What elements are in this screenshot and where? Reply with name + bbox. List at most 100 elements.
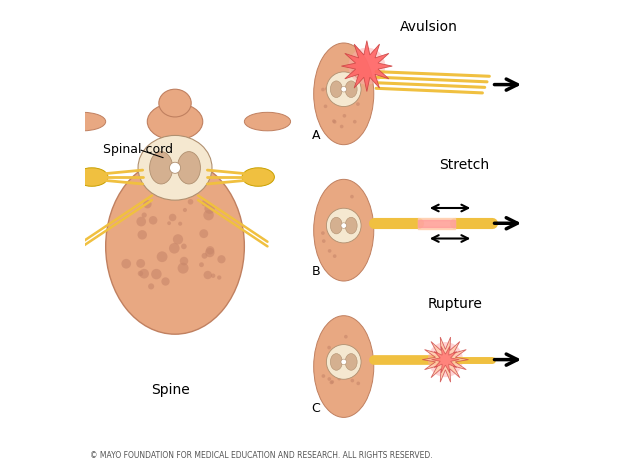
Circle shape: [341, 86, 346, 92]
Text: Stretch: Stretch: [439, 159, 489, 173]
Circle shape: [428, 342, 463, 377]
Circle shape: [179, 257, 188, 266]
Text: C: C: [312, 402, 320, 415]
Text: B: B: [312, 266, 320, 278]
Circle shape: [151, 269, 162, 279]
Circle shape: [199, 262, 204, 267]
Text: A: A: [312, 129, 320, 142]
Ellipse shape: [331, 81, 343, 98]
Circle shape: [204, 271, 212, 279]
Circle shape: [337, 377, 341, 380]
Circle shape: [356, 102, 360, 106]
Polygon shape: [422, 337, 468, 382]
Circle shape: [138, 230, 147, 239]
Circle shape: [333, 254, 336, 258]
Circle shape: [329, 381, 333, 384]
Ellipse shape: [159, 89, 191, 117]
Circle shape: [181, 244, 186, 249]
Text: Spine: Spine: [151, 383, 190, 397]
Ellipse shape: [138, 135, 212, 200]
Circle shape: [142, 213, 147, 218]
Ellipse shape: [326, 72, 361, 106]
Circle shape: [217, 275, 221, 279]
Ellipse shape: [59, 113, 106, 131]
Circle shape: [321, 88, 325, 92]
Ellipse shape: [245, 113, 291, 131]
Circle shape: [353, 120, 356, 124]
Circle shape: [349, 217, 353, 221]
Ellipse shape: [331, 353, 343, 370]
Circle shape: [343, 225, 346, 229]
Ellipse shape: [326, 345, 361, 379]
Circle shape: [202, 200, 208, 206]
Circle shape: [217, 255, 226, 263]
Circle shape: [325, 87, 329, 91]
Circle shape: [332, 119, 336, 123]
Polygon shape: [432, 346, 459, 373]
Ellipse shape: [313, 179, 374, 281]
Circle shape: [167, 221, 171, 225]
Circle shape: [121, 259, 131, 269]
Circle shape: [206, 246, 214, 254]
Circle shape: [337, 372, 341, 376]
Text: © MAYO FOUNDATION FOR MEDICAL EDUCATION AND RESEARCH. ALL RIGHTS RESERVED.: © MAYO FOUNDATION FOR MEDICAL EDUCATION …: [90, 451, 432, 460]
Circle shape: [169, 214, 176, 221]
Circle shape: [173, 234, 183, 245]
Text: Spinal cord: Spinal cord: [104, 143, 173, 158]
Ellipse shape: [150, 152, 173, 184]
Circle shape: [322, 239, 325, 243]
Text: Avulsion: Avulsion: [400, 20, 458, 34]
Circle shape: [149, 216, 157, 225]
Circle shape: [137, 259, 145, 268]
Ellipse shape: [313, 316, 374, 418]
Circle shape: [340, 125, 344, 128]
Circle shape: [202, 253, 207, 259]
Circle shape: [349, 81, 353, 85]
Ellipse shape: [326, 208, 361, 243]
Polygon shape: [341, 40, 392, 92]
Circle shape: [204, 203, 215, 214]
Circle shape: [321, 231, 325, 235]
Circle shape: [356, 381, 360, 385]
Circle shape: [350, 195, 354, 199]
Ellipse shape: [345, 353, 357, 370]
Circle shape: [169, 243, 179, 253]
Circle shape: [344, 335, 348, 339]
Circle shape: [322, 374, 325, 378]
Circle shape: [351, 69, 355, 73]
Ellipse shape: [331, 217, 343, 234]
Circle shape: [143, 200, 152, 208]
Circle shape: [348, 47, 386, 85]
Circle shape: [341, 77, 344, 81]
Circle shape: [178, 263, 188, 274]
Circle shape: [354, 224, 358, 227]
Circle shape: [331, 380, 334, 384]
Circle shape: [351, 379, 354, 382]
Circle shape: [343, 231, 346, 235]
Circle shape: [148, 283, 154, 289]
Circle shape: [343, 96, 347, 100]
Circle shape: [204, 210, 214, 220]
Ellipse shape: [345, 217, 357, 234]
Circle shape: [327, 377, 331, 381]
Ellipse shape: [345, 81, 357, 98]
Ellipse shape: [76, 168, 108, 186]
Circle shape: [343, 114, 346, 118]
Circle shape: [157, 251, 167, 262]
Circle shape: [324, 105, 327, 108]
Circle shape: [211, 273, 216, 278]
Circle shape: [188, 199, 193, 205]
Circle shape: [341, 223, 346, 228]
Circle shape: [333, 120, 336, 124]
Circle shape: [205, 248, 214, 257]
Circle shape: [329, 92, 333, 95]
Circle shape: [356, 357, 360, 361]
Circle shape: [328, 249, 331, 253]
Ellipse shape: [147, 103, 203, 140]
Ellipse shape: [242, 168, 274, 186]
Circle shape: [161, 277, 169, 286]
Ellipse shape: [106, 159, 245, 334]
Circle shape: [169, 162, 181, 173]
Circle shape: [137, 217, 146, 226]
Ellipse shape: [178, 152, 200, 184]
